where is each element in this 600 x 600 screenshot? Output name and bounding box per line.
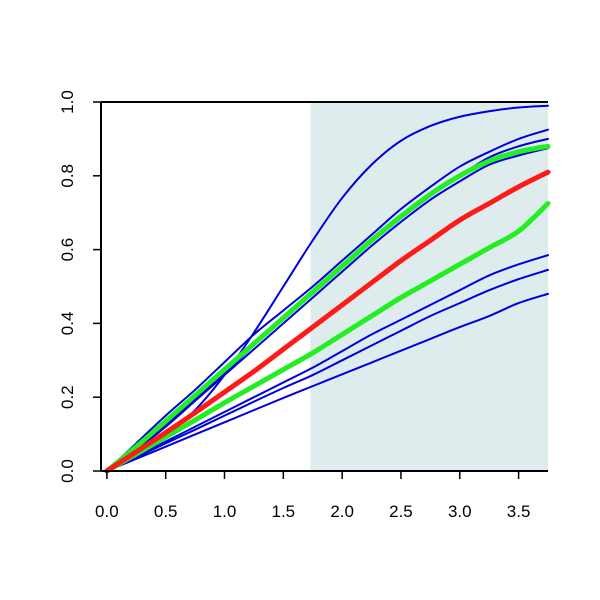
- series-line-6: [105, 268, 549, 472]
- x-tick-label: 2.0: [330, 502, 354, 521]
- x-tick-label: 0.5: [154, 502, 178, 521]
- x-tick-label: 3.5: [507, 502, 531, 521]
- x-tick-label: 2.5: [389, 502, 413, 521]
- x-tick-label: 0.0: [95, 502, 119, 521]
- series-layer: [104, 104, 551, 474]
- x-tick-label: 1.5: [272, 502, 296, 521]
- y-tick-label: 0.2: [58, 385, 77, 409]
- series-line-8: [104, 143, 551, 474]
- y-tick-label: 0.8: [58, 164, 77, 188]
- y-tick-label: 0.4: [58, 312, 77, 336]
- shaded-region: [310, 102, 548, 471]
- axis-layer: 0.0 0.5 1.0 1.5 2.0 2.5 3.0 3.5 0.0 0.2 0.4 0.6 0.8 1…: [58, 90, 548, 521]
- series-line-4: [105, 147, 549, 472]
- y-tick-label: 0.0: [58, 459, 77, 483]
- series-line-7: [105, 292, 549, 472]
- x-tick-label: 1.0: [213, 502, 237, 521]
- series-line-5: [105, 254, 549, 472]
- x-tick-label: 3.0: [448, 502, 472, 521]
- series-line-9: [104, 200, 551, 474]
- shaded-region-layer: [310, 102, 548, 471]
- y-tick-label: 0.6: [58, 238, 77, 262]
- series-line-2: [105, 128, 549, 472]
- y-tick-label: 1.0: [58, 90, 77, 114]
- series-line-10: [104, 169, 551, 474]
